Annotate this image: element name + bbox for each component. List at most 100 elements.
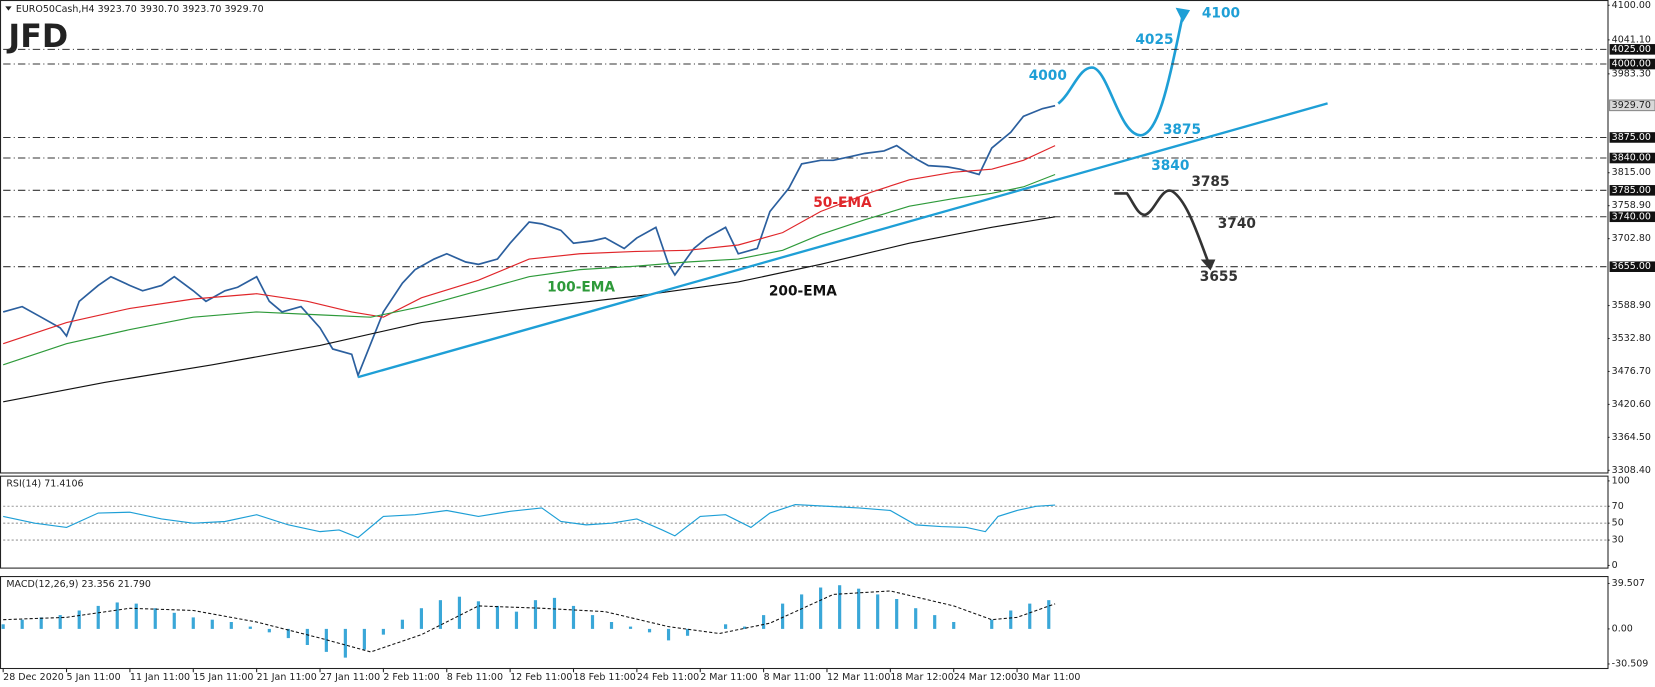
macd-bar <box>609 621 614 629</box>
menu-arrow <box>5 6 12 11</box>
macd-bar <box>857 588 861 629</box>
x-tick-label: 24 Mar 12:00 <box>954 672 1017 683</box>
y-tick-label: 50 <box>1612 518 1624 529</box>
macd-bar <box>495 605 500 629</box>
indicator-line <box>2 145 1056 345</box>
macd-bar <box>305 628 309 645</box>
level-label: 3655.00 <box>1612 261 1651 272</box>
indicator-line <box>2 173 1056 366</box>
macd-bar <box>571 605 576 629</box>
x-tick-label: 27 Jan 11:00 <box>320 672 380 683</box>
ema-label: 50-EMA <box>813 195 872 211</box>
macd-bar <box>77 610 81 629</box>
macd-bar <box>134 603 138 629</box>
x-tick-label: 5 Jan 11:00 <box>67 672 121 683</box>
y-tick-label: 3476.70 <box>1612 366 1651 377</box>
level-box <box>1609 152 1655 164</box>
price-line <box>2 104 1056 378</box>
macd-bar <box>172 612 176 629</box>
macd-bar <box>762 615 766 629</box>
macd-bar <box>210 619 214 629</box>
y-tick-label: 0.00 <box>1612 623 1633 634</box>
y-tick-label: 100 <box>1612 475 1630 486</box>
indicator-line <box>3 216 1056 403</box>
annotation: 3740 <box>1218 216 1256 232</box>
macd-bar <box>514 611 519 629</box>
macd-bar <box>533 600 538 629</box>
y-tick-label: 0 <box>1612 560 1618 571</box>
x-tick-label: 18 Mar 12:00 <box>890 672 953 683</box>
level-label: 4025.00 <box>1612 44 1651 55</box>
annotation: 4025 <box>1135 32 1173 48</box>
macd-bar <box>96 605 100 629</box>
macd-bar <box>362 628 366 650</box>
macd-bar <box>895 599 899 629</box>
y-tick-label: 3758.90 <box>1612 200 1651 211</box>
macd-bar <box>191 617 195 629</box>
level-box <box>1609 132 1655 143</box>
macd-bar <box>723 624 728 629</box>
macd-bar <box>914 608 918 629</box>
y-tick-label: 70 <box>1612 501 1624 512</box>
y-tick-label: 3420.60 <box>1612 399 1651 410</box>
macd-bar <box>933 615 937 629</box>
macd-bar <box>343 628 347 658</box>
x-tick-label: 30 Mar 11:00 <box>1017 672 1080 683</box>
annotation: 3655 <box>1200 269 1238 285</box>
y-tick-label: 30 <box>1612 535 1624 546</box>
macd-bar <box>685 628 690 636</box>
macd-bar <box>1047 600 1051 629</box>
macd-bar <box>819 587 823 629</box>
macd-bar <box>457 596 462 629</box>
bullish-arrowhead <box>1175 7 1191 23</box>
y-tick-label: 3308.40 <box>1612 465 1651 476</box>
y-tick-label: 4100.00 <box>1612 0 1651 11</box>
y-tick-label: 3588.90 <box>1612 300 1651 311</box>
annotation: 3840 <box>1151 158 1189 174</box>
y-tick-label: 3815.00 <box>1612 167 1651 178</box>
annotation: 4100 <box>1202 6 1240 22</box>
macd-bar <box>286 628 290 639</box>
macd-bar <box>1 624 5 629</box>
y-tick-label: 39.507 <box>1612 578 1645 589</box>
macd-bar <box>647 628 652 633</box>
level-label: 3840.00 <box>1612 153 1651 164</box>
level-label: 3740.00 <box>1612 211 1651 222</box>
annotation: 3785 <box>1191 174 1229 190</box>
x-tick-label: 8 Mar 11:00 <box>764 672 821 683</box>
annotation: 3875 <box>1163 122 1201 138</box>
macd-bar <box>1028 603 1032 629</box>
macd-bar <box>838 585 842 629</box>
ema-label: 100-EMA <box>547 279 615 295</box>
level-box <box>1609 58 1655 70</box>
macd-bar <box>666 628 671 641</box>
bearish-projection <box>1114 189 1210 263</box>
macd-bar <box>153 608 157 629</box>
level-box <box>1609 211 1655 223</box>
symbol-header: EURO50Cash,H4 3923.70 3930.70 3923.70 39… <box>16 4 264 15</box>
macd-bar <box>39 617 43 629</box>
x-tick-label: 2 Mar 11:00 <box>700 672 757 683</box>
x-tick-label: 12 Feb 11:00 <box>510 672 572 683</box>
macd-bar <box>1009 610 1013 629</box>
x-tick-label: 2 Feb 11:00 <box>383 672 439 683</box>
annotation: 4000 <box>1029 68 1067 84</box>
macd-bar <box>229 621 233 629</box>
rsi-pane <box>0 475 1609 569</box>
x-tick-label: 8 Feb 11:00 <box>447 672 503 683</box>
level-box <box>1609 261 1655 272</box>
macd-bar <box>743 626 747 629</box>
indicator-line <box>3 503 1056 539</box>
level-box <box>1609 185 1655 196</box>
y-tick-label: -30.509 <box>1612 658 1649 669</box>
level-label: 3785.00 <box>1612 185 1651 196</box>
y-tick-label: 3702.80 <box>1612 233 1651 244</box>
macd-bar <box>438 600 443 629</box>
current-price-box <box>1609 99 1655 112</box>
macd-bar <box>20 619 24 629</box>
macd-bar <box>267 628 271 633</box>
trendline <box>357 102 1328 379</box>
x-tick-label: 11 Jan 11:00 <box>130 672 190 683</box>
macd-pane <box>0 576 1609 670</box>
